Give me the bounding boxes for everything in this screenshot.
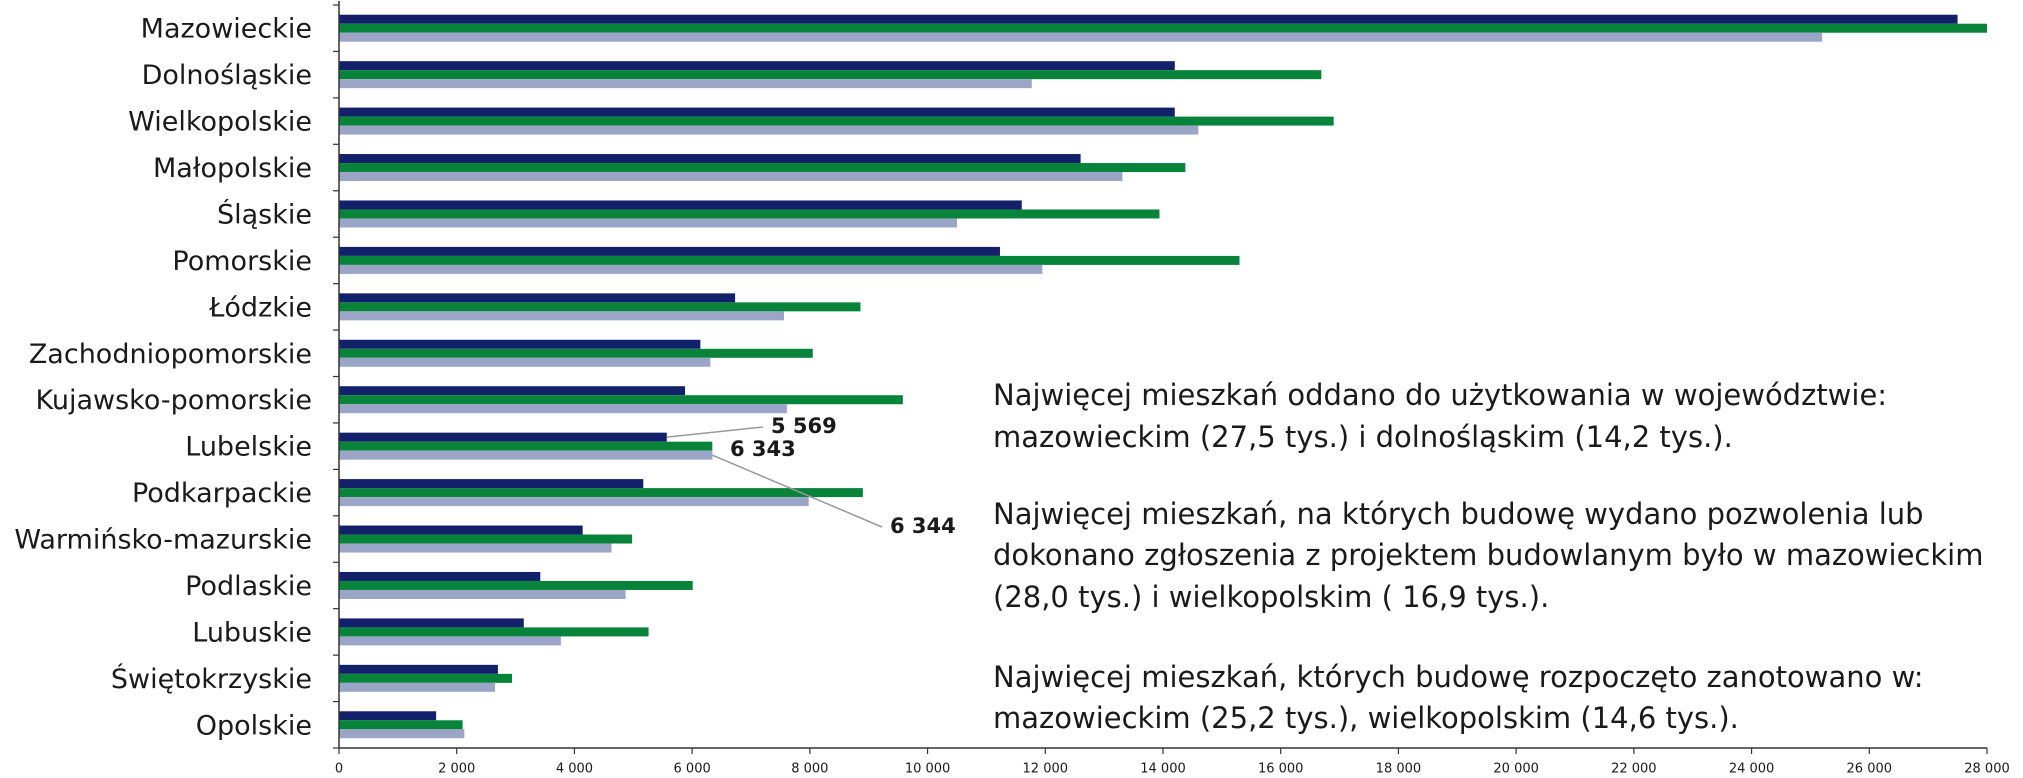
bar bbox=[339, 255, 1240, 265]
x-tick-label: 18 000 bbox=[1376, 762, 1422, 777]
bar bbox=[339, 163, 1186, 173]
bar bbox=[339, 618, 524, 628]
y-tick-label: Podkarpackie bbox=[132, 478, 312, 509]
bar bbox=[339, 302, 861, 312]
x-tick-label: 2 000 bbox=[438, 762, 475, 777]
bar bbox=[339, 589, 626, 599]
bar bbox=[339, 497, 809, 507]
y-tick-label: Zachodniopomorskie bbox=[29, 339, 312, 370]
bar bbox=[339, 246, 1000, 256]
y-tick-label: Lubelskie bbox=[185, 432, 312, 463]
y-tick-label: Kujawsko-pomorskie bbox=[36, 385, 313, 416]
bar bbox=[339, 711, 437, 721]
bar bbox=[339, 580, 693, 590]
x-tick-label: 26 000 bbox=[1847, 762, 1893, 777]
y-tick-label: Mazowieckie bbox=[141, 14, 312, 45]
y-tick-label: Warmińsko-mazurskie bbox=[14, 525, 312, 556]
bar bbox=[339, 543, 612, 553]
x-tick-label: 8 000 bbox=[791, 762, 828, 777]
bar bbox=[339, 450, 713, 460]
leader-line bbox=[666, 426, 764, 438]
x-tick-label: 12 000 bbox=[1023, 762, 1069, 777]
bar bbox=[339, 209, 1160, 219]
y-tick-label: Podlaskie bbox=[185, 571, 312, 602]
bar bbox=[339, 200, 1022, 210]
x-tick-label: 24 000 bbox=[1729, 762, 1775, 777]
bar bbox=[339, 395, 903, 405]
bar bbox=[339, 441, 713, 451]
bar bbox=[339, 525, 583, 535]
bar bbox=[339, 14, 1958, 24]
x-tick-label: 6 000 bbox=[674, 762, 711, 777]
data-label: 5 569 bbox=[771, 414, 837, 438]
x-tick-label: 16 000 bbox=[1258, 762, 1304, 777]
annotation: dokonano zgłoszenia z projektem budowlan… bbox=[993, 538, 1983, 572]
bar bbox=[339, 70, 1322, 80]
bar bbox=[339, 339, 701, 349]
bar bbox=[339, 311, 784, 321]
bar bbox=[339, 432, 667, 442]
bar bbox=[339, 571, 541, 581]
bar bbox=[339, 264, 1043, 274]
y-tick-label: Świętokrzyskie bbox=[111, 663, 312, 695]
annotation: Najwięcej mieszkań, na których budowę wy… bbox=[993, 497, 1924, 531]
bar bbox=[339, 125, 1199, 135]
y-tick-label: Pomorskie bbox=[172, 246, 312, 277]
bar bbox=[339, 348, 813, 358]
bar bbox=[339, 386, 686, 396]
bar bbox=[339, 293, 736, 303]
y-tick-label: Łódzkie bbox=[208, 292, 312, 323]
bar bbox=[339, 720, 463, 730]
bar bbox=[339, 534, 633, 544]
bar bbox=[339, 218, 957, 228]
leader-line bbox=[712, 454, 883, 528]
bar bbox=[339, 23, 1987, 33]
bar bbox=[339, 479, 644, 489]
y-tick-label: Śląskie bbox=[217, 198, 312, 230]
y-tick-label: Wielkopolskie bbox=[128, 107, 312, 138]
data-label: 6 344 bbox=[890, 514, 956, 538]
bar bbox=[339, 404, 787, 414]
bar bbox=[339, 627, 649, 637]
data-label: 6 343 bbox=[730, 437, 796, 461]
y-tick-label: Lubuskie bbox=[192, 617, 312, 648]
bar bbox=[339, 107, 1175, 117]
bar bbox=[339, 116, 1334, 126]
bar bbox=[339, 32, 1823, 42]
bar bbox=[339, 172, 1123, 182]
x-tick-label: 14 000 bbox=[1140, 762, 1186, 777]
bar bbox=[339, 636, 561, 646]
bar bbox=[339, 682, 495, 692]
x-tick-label: 20 000 bbox=[1493, 762, 1539, 777]
x-tick-label: 10 000 bbox=[905, 762, 951, 777]
annotation: (28,0 tys.) i wielkopolskim ( 16,9 tys.)… bbox=[993, 580, 1549, 614]
bar bbox=[339, 664, 498, 674]
annotation: mazowieckim (25,2 tys.), wielkopolskim (… bbox=[993, 701, 1739, 735]
annotation: Najwięcej mieszkań oddano do użytkowania… bbox=[993, 378, 1887, 412]
x-tick-label: 28 000 bbox=[1964, 762, 2010, 777]
y-tick-label: Dolnośląskie bbox=[142, 60, 312, 91]
bar bbox=[339, 673, 513, 683]
y-tick-label: Małopolskie bbox=[153, 153, 312, 184]
bar bbox=[339, 154, 1081, 164]
x-tick-label: 0 bbox=[335, 762, 343, 777]
x-tick-label: 4 000 bbox=[556, 762, 593, 777]
annotation: mazowieckim (27,5 tys.) i dolnośląskim (… bbox=[993, 420, 1733, 454]
bar bbox=[339, 357, 711, 367]
x-tick-label: 22 000 bbox=[1611, 762, 1657, 777]
bar bbox=[339, 61, 1175, 71]
bar bbox=[339, 488, 863, 498]
y-tick-label: Opolskie bbox=[196, 710, 312, 741]
annotation: Najwięcej mieszkań, których budowę rozpo… bbox=[993, 660, 1924, 694]
bar bbox=[339, 729, 465, 739]
bar bbox=[339, 79, 1032, 89]
